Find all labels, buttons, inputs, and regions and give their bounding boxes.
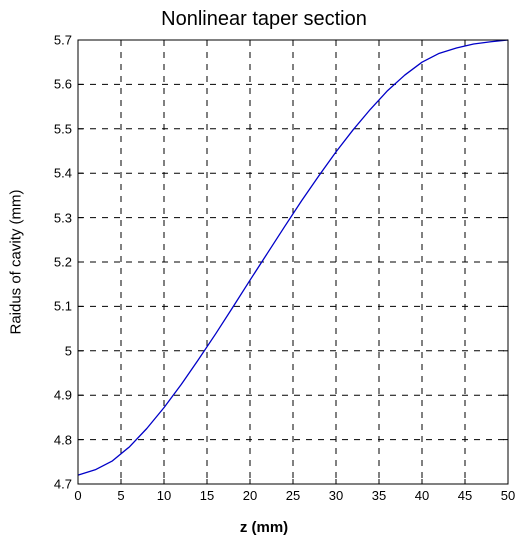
plot-area: [0, 0, 528, 538]
x-tick-label: 40: [415, 488, 429, 503]
x-tick-label: 30: [329, 488, 343, 503]
x-axis-label: z (mm): [0, 519, 528, 536]
y-tick-label: 5.3: [48, 210, 72, 225]
y-tick-label: 5.4: [48, 166, 72, 181]
y-tick-label: 5.7: [48, 33, 72, 48]
x-tick-label: 25: [286, 488, 300, 503]
x-tick-label: 45: [458, 488, 472, 503]
y-tick-label: 4.7: [48, 477, 72, 492]
x-tick-label: 0: [74, 488, 81, 503]
y-tick-label: 4.8: [48, 432, 72, 447]
x-tick-label: 15: [200, 488, 214, 503]
figure: Nonlinear taper section Raidus of cavity…: [0, 0, 528, 538]
y-tick-label: 4.9: [48, 388, 72, 403]
y-tick-label: 5.2: [48, 255, 72, 270]
y-tick-label: 5.1: [48, 299, 72, 314]
x-tick-label: 5: [117, 488, 124, 503]
x-tick-label: 10: [157, 488, 171, 503]
x-tick-label: 20: [243, 488, 257, 503]
y-tick-label: 5: [48, 343, 72, 358]
y-tick-label: 5.6: [48, 77, 72, 92]
y-tick-label: 5.5: [48, 121, 72, 136]
x-tick-label: 50: [501, 488, 515, 503]
x-tick-label: 35: [372, 488, 386, 503]
